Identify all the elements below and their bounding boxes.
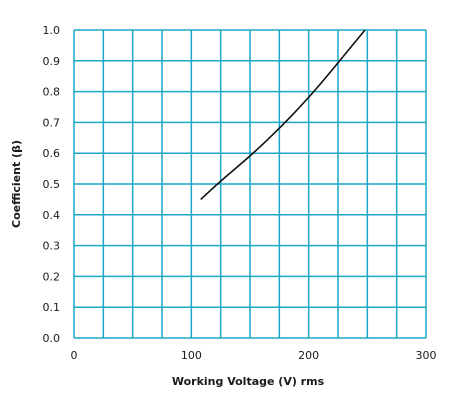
series-line xyxy=(200,29,366,200)
x-axis-label: Working Voltage (V) rms xyxy=(172,375,325,388)
y-tick-label: 1.0 xyxy=(43,24,61,37)
x-tick-label: 200 xyxy=(298,349,319,362)
y-tick-label: 0.7 xyxy=(43,116,61,129)
y-tick-labels: 0.0 0.1 0.2 0.3 0.4 0.5 0.6 0.7 0.8 0.9 1.0 xyxy=(43,24,61,345)
y-axis-label: Coefficient (β) xyxy=(10,140,23,228)
grid xyxy=(73,29,427,339)
y-tick-label: 0.9 xyxy=(43,55,61,68)
y-tick-label: 0.2 xyxy=(43,270,61,283)
y-tick-label: 0.8 xyxy=(43,86,61,99)
y-tick-label: 0.3 xyxy=(43,240,61,253)
y-tick-label: 0.1 xyxy=(43,301,61,314)
y-tick-label: 0.6 xyxy=(43,147,61,160)
y-tick-label: 0.0 xyxy=(43,332,61,345)
x-tick-label: 300 xyxy=(416,349,437,362)
x-tick-labels: 0 100 200 300 xyxy=(71,349,437,362)
x-tick-label: 100 xyxy=(181,349,202,362)
y-tick-label: 0.4 xyxy=(43,209,61,222)
y-tick-label: 0.5 xyxy=(43,178,61,191)
x-tick-label: 0 xyxy=(71,349,78,362)
